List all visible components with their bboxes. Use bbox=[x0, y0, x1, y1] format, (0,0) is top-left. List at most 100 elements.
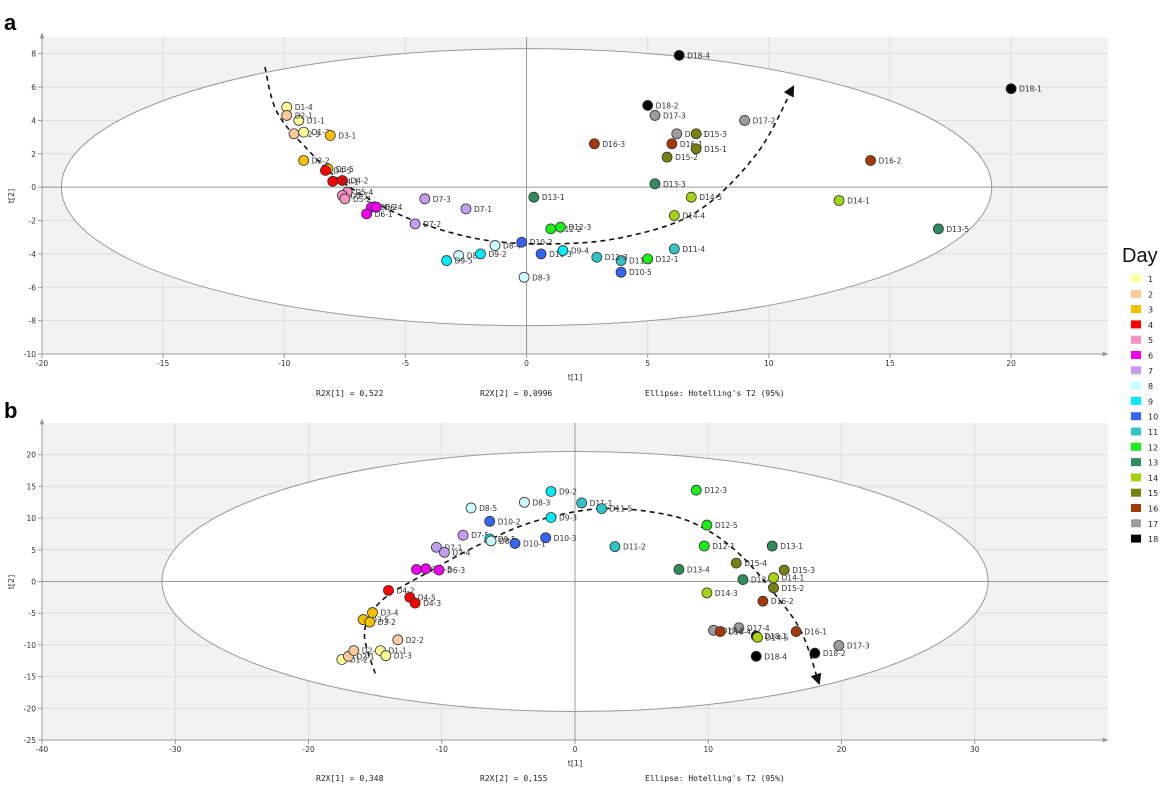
score-point-d14-5: D14-5 bbox=[752, 631, 789, 643]
point-label: D1-2 bbox=[312, 128, 330, 137]
legend-swatch bbox=[1131, 274, 1141, 283]
point-marker bbox=[768, 582, 779, 594]
score-point-d8-3: D8-3 bbox=[518, 271, 550, 283]
legend-item-day-2: 2 bbox=[1131, 289, 1153, 299]
y-tick-label: 5 bbox=[31, 546, 36, 555]
point-label: D9-2 bbox=[489, 250, 507, 259]
point-label: D3-1 bbox=[338, 131, 356, 140]
score-point-d7-3: D7-3 bbox=[419, 193, 451, 205]
point-label: D7-5 bbox=[471, 531, 489, 540]
legend-label: 6 bbox=[1148, 352, 1153, 361]
point-label: D4-5 bbox=[333, 166, 351, 175]
score-point-d13-2: D13-2 bbox=[737, 574, 774, 585]
panel-b-score-plot: b -40 -30 -20 -10 0 10 20 30 -25 -20 -15 -10 -5 0 5 10 1… bbox=[4, 398, 1109, 783]
legend-swatch bbox=[1131, 442, 1141, 451]
legend-label: 11 bbox=[1148, 428, 1158, 437]
point-marker bbox=[392, 634, 404, 646]
legend-item-day-6: 6 bbox=[1131, 351, 1153, 361]
point-label: D2-3 bbox=[362, 647, 380, 656]
point-marker bbox=[431, 541, 442, 553]
point-label: D1-4 bbox=[295, 103, 313, 112]
point-marker bbox=[433, 564, 445, 576]
score-point-d17-3: D17-3 bbox=[649, 110, 686, 121]
score-point-d11-4: D11-4 bbox=[668, 243, 705, 255]
score-point-d16-4: D16-4 bbox=[714, 626, 751, 637]
point-label: D12-2 bbox=[559, 225, 582, 234]
legend-item-day-13: 13 bbox=[1131, 458, 1158, 468]
point-marker bbox=[367, 607, 378, 618]
legend-title: Day bbox=[1122, 245, 1158, 267]
x-tick-label: 20 bbox=[837, 745, 847, 754]
score-point-d9-4: D9-4 bbox=[557, 245, 589, 256]
point-label: D6-4 bbox=[384, 203, 402, 212]
point-marker bbox=[642, 100, 654, 111]
score-point-d13-4: D13-4 bbox=[673, 564, 710, 575]
point-label: D6-1 bbox=[375, 210, 393, 219]
y-tick-label: 6 bbox=[31, 83, 36, 92]
legend-swatch bbox=[1131, 289, 1141, 298]
x-tick-label: -10 bbox=[436, 745, 448, 754]
score-point-d8-1: D8-1 bbox=[485, 535, 517, 547]
panel-b-r2x2: R2X[2] = 0,155 bbox=[480, 774, 548, 783]
y-tick-label: -8 bbox=[29, 317, 37, 326]
point-marker bbox=[409, 597, 421, 609]
score-point-d16-2: D16-2 bbox=[757, 595, 794, 607]
point-marker bbox=[750, 650, 762, 662]
point-label: D8-4 bbox=[503, 242, 521, 251]
point-label: D13-2 bbox=[751, 576, 774, 585]
point-label: D17-1 bbox=[722, 626, 745, 635]
point-marker bbox=[698, 540, 710, 552]
point-marker bbox=[649, 178, 661, 190]
y-tick-label: -5 bbox=[29, 609, 37, 618]
point-label: D4-5 bbox=[418, 593, 436, 602]
point-label: D5-2 bbox=[353, 195, 371, 204]
score-point-d11-1: D11-1 bbox=[576, 497, 613, 509]
score-point-d10-5: D10-5 bbox=[615, 266, 652, 278]
point-label: D4-2 bbox=[396, 586, 414, 595]
score-point-d11-2: D11-2 bbox=[615, 255, 652, 266]
point-marker bbox=[457, 529, 469, 541]
panel-b-y-axis-label: t[2] bbox=[7, 575, 16, 589]
legend-swatch bbox=[1131, 381, 1141, 390]
x-tick-label: -15 bbox=[157, 359, 169, 368]
y-tick-label: 20 bbox=[26, 451, 36, 460]
point-label: D18-1 bbox=[1019, 85, 1042, 94]
y-tick-label: 0 bbox=[31, 183, 36, 192]
point-label: D15-4 bbox=[744, 559, 767, 568]
score-point-d6-4: D6-4 bbox=[370, 201, 403, 213]
point-label: D10-2 bbox=[530, 238, 553, 247]
panel-b-axes: -40 -30 -20 -10 0 10 20 30 -25 -20 -15 -10 -5 0 5 10 15 2… bbox=[24, 418, 1109, 754]
legend-item-day-16: 16 bbox=[1131, 504, 1158, 514]
point-label: D9-4 bbox=[571, 247, 589, 256]
point-label: D2-2 bbox=[406, 636, 424, 645]
point-marker bbox=[615, 266, 627, 278]
x-tick-label: -10 bbox=[278, 359, 290, 368]
point-marker bbox=[668, 243, 680, 255]
score-point-d18-2: D18-2 bbox=[642, 100, 679, 111]
point-marker bbox=[324, 130, 336, 141]
point-label: D7-4 bbox=[452, 548, 470, 557]
point-marker bbox=[383, 584, 394, 596]
point-label: D18-4 bbox=[687, 51, 710, 60]
legend-item-day-18: 18 bbox=[1131, 534, 1158, 544]
legend-item-day-9: 9 bbox=[1131, 396, 1153, 406]
point-marker bbox=[557, 245, 569, 256]
score-point-d17-4: D17-4 bbox=[733, 622, 770, 634]
point-marker bbox=[320, 165, 331, 176]
score-point-d11-5: D11-5 bbox=[596, 503, 633, 514]
score-point-d13-5: D13-5 bbox=[933, 223, 969, 235]
score-point-d3-2: D3-2 bbox=[298, 155, 330, 166]
point-marker bbox=[288, 128, 300, 140]
point-label: D15-2 bbox=[675, 153, 698, 162]
panel-b-trajectory-arrow bbox=[363, 507, 822, 686]
legend-label: 2 bbox=[1148, 290, 1153, 299]
point-marker bbox=[540, 532, 552, 544]
panel-a-letter: a bbox=[4, 10, 17, 35]
point-marker bbox=[555, 221, 566, 233]
score-point-d3-1: D3-1 bbox=[324, 130, 357, 141]
y-tick-label: -4 bbox=[29, 250, 37, 259]
score-point-d16-1: D16-1 bbox=[790, 626, 827, 637]
point-marker bbox=[668, 210, 680, 221]
score-point-d18-4: D18-4 bbox=[673, 49, 710, 61]
